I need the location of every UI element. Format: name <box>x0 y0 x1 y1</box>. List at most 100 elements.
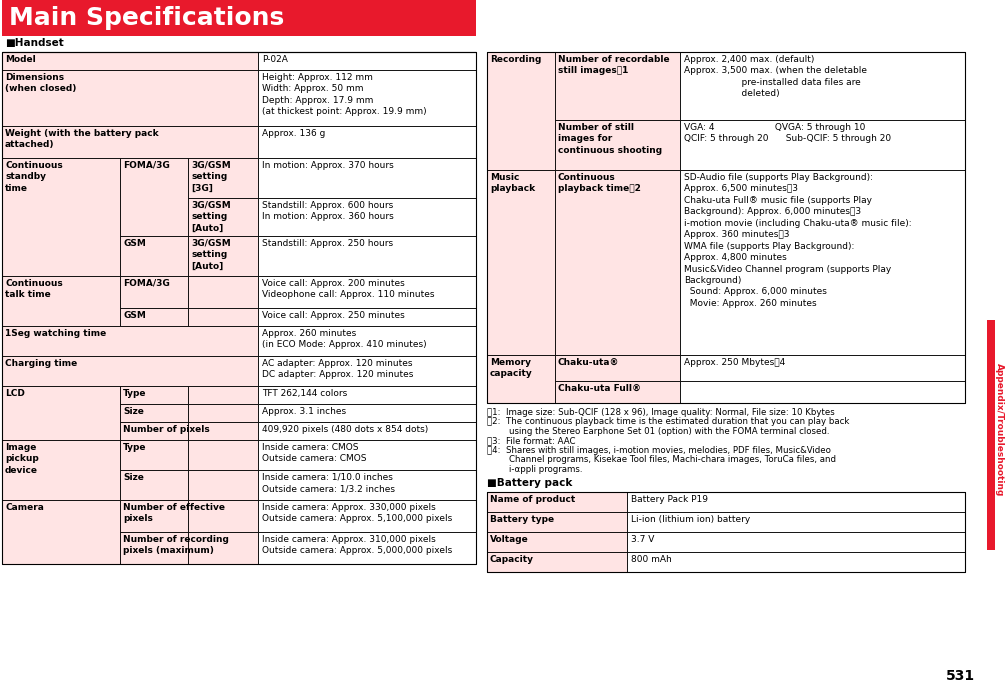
Bar <box>258 158 476 198</box>
Text: ⁳1:  Image size: Sub-QCIF (128 x 96), Image quality: Normal, File size: 10 Kbyte: ⁳1: Image size: Sub-QCIF (128 x 96), Ima… <box>487 408 835 417</box>
Bar <box>258 70 476 126</box>
Text: 800 mAh: 800 mAh <box>631 554 671 563</box>
Bar <box>188 500 258 532</box>
Text: i-αppli programs.: i-αppli programs. <box>487 465 583 474</box>
Bar <box>258 404 476 422</box>
Bar <box>627 512 965 531</box>
Bar <box>258 326 476 356</box>
Text: Number of recording
pixels (maximum): Number of recording pixels (maximum) <box>123 535 229 556</box>
Text: Image
pickup
device: Image pickup device <box>5 443 39 475</box>
Text: Size: Size <box>123 473 144 482</box>
Text: Dimensions
(when closed): Dimensions (when closed) <box>5 73 76 94</box>
Bar <box>188 308 258 326</box>
Text: Size: Size <box>123 407 144 416</box>
Bar <box>258 386 476 404</box>
Text: Number of still
images for
continuous shooting: Number of still images for continuous sh… <box>558 123 662 155</box>
Text: LCD: LCD <box>5 389 25 398</box>
Text: Capacity: Capacity <box>490 554 534 563</box>
Bar <box>188 158 258 198</box>
Text: Memory
capacity: Memory capacity <box>490 358 533 378</box>
Text: GSM: GSM <box>123 311 146 320</box>
Bar <box>487 52 965 403</box>
Text: 3.7 V: 3.7 V <box>631 535 654 544</box>
Bar <box>555 381 680 403</box>
Bar <box>2 0 476 36</box>
Text: using the Stereo Earphone Set 01 (option) with the FOMA terminal closed.: using the Stereo Earphone Set 01 (option… <box>487 427 829 436</box>
Bar <box>188 236 258 276</box>
Text: GSM: GSM <box>123 239 146 248</box>
Text: Main Specifications: Main Specifications <box>9 6 284 30</box>
Bar <box>487 52 555 170</box>
Bar <box>258 126 476 158</box>
Text: Chaku-uta Full®: Chaku-uta Full® <box>558 384 641 393</box>
Text: SD-Audio file (supports Play Background):
Approx. 6,500 minutes⁳3
Chaku-uta Full: SD-Audio file (supports Play Background)… <box>684 173 912 308</box>
Bar <box>120 440 188 470</box>
Text: Appendix/Troubleshooting: Appendix/Troubleshooting <box>995 364 1004 497</box>
Bar <box>120 386 188 404</box>
Bar <box>627 531 965 551</box>
Bar <box>680 355 965 381</box>
Bar <box>680 170 965 355</box>
Bar <box>120 500 188 532</box>
Bar <box>188 404 258 422</box>
Bar <box>680 52 965 120</box>
Bar <box>2 126 258 158</box>
Bar <box>487 512 627 531</box>
Text: Inside camera: 1/10.0 inches
Outside camera: 1/3.2 inches: Inside camera: 1/10.0 inches Outside cam… <box>262 473 395 493</box>
Bar <box>2 158 120 276</box>
Text: Number of pixels: Number of pixels <box>123 425 210 434</box>
Bar <box>555 120 680 170</box>
Text: Voice call: Approx. 200 minutes
Videophone call: Approx. 110 minutes: Voice call: Approx. 200 minutes Videopho… <box>262 279 434 299</box>
Bar <box>2 52 476 564</box>
Text: Type: Type <box>123 389 147 398</box>
Bar <box>258 532 476 564</box>
Text: ■Handset: ■Handset <box>5 38 63 48</box>
Bar <box>680 120 965 170</box>
Text: 3G/GSM
setting
[Auto]: 3G/GSM setting [Auto] <box>191 201 231 233</box>
Text: Standstill: Approx. 250 hours: Standstill: Approx. 250 hours <box>262 239 393 248</box>
Bar <box>188 198 258 236</box>
Text: Weight (with the battery pack
attached): Weight (with the battery pack attached) <box>5 129 159 149</box>
Bar <box>487 491 965 572</box>
Text: 3G/GSM
setting
[Auto]: 3G/GSM setting [Auto] <box>191 239 231 271</box>
Text: Number of recordable
still images⁳1: Number of recordable still images⁳1 <box>558 55 669 75</box>
Bar <box>2 52 258 70</box>
Text: Chaku-uta®: Chaku-uta® <box>558 358 619 367</box>
Text: Approx. 260 minutes
(in ECO Mode: Approx. 410 minutes): Approx. 260 minutes (in ECO Mode: Approx… <box>262 329 427 350</box>
Bar <box>627 491 965 512</box>
Bar <box>188 532 258 564</box>
Text: P-02A: P-02A <box>262 55 287 64</box>
Text: Approx. 136 g: Approx. 136 g <box>262 129 326 138</box>
Bar <box>120 308 188 326</box>
Bar <box>258 276 476 308</box>
Bar <box>258 308 476 326</box>
Text: Height: Approx. 112 mm
Width: Approx. 50 mm
Depth: Approx. 17.9 mm
(at thickest : Height: Approx. 112 mm Width: Approx. 50… <box>262 73 427 117</box>
Bar <box>258 356 476 386</box>
Text: VGA: 4                     QVGA: 5 through 10
QCIF: 5 through 20      Sub-QCIF: : VGA: 4 QVGA: 5 through 10 QCIF: 5 throug… <box>684 123 891 144</box>
Text: Recording: Recording <box>490 55 542 64</box>
Text: ⁳3:  File format: AAC: ⁳3: File format: AAC <box>487 436 576 445</box>
Text: Camera: Camera <box>5 503 44 512</box>
Text: ⁳4:  Shares with still images, i-motion movies, melodies, PDF files, Music&Video: ⁳4: Shares with still images, i-motion m… <box>487 446 831 455</box>
Text: Battery Pack P19: Battery Pack P19 <box>631 494 708 503</box>
Bar <box>487 531 627 551</box>
Text: Continuous
playback time⁳2: Continuous playback time⁳2 <box>558 173 641 193</box>
Text: Voice call: Approx. 250 minutes: Voice call: Approx. 250 minutes <box>262 311 405 320</box>
Text: Charging time: Charging time <box>5 359 77 368</box>
Text: Approx. 2,400 max. (default)
Approx. 3,500 max. (when the deletable
            : Approx. 2,400 max. (default) Approx. 3,5… <box>684 55 867 98</box>
Text: TFT 262,144 colors: TFT 262,144 colors <box>262 389 348 398</box>
Bar <box>188 470 258 500</box>
Text: In motion: Approx. 370 hours: In motion: Approx. 370 hours <box>262 161 394 170</box>
Bar <box>487 491 627 512</box>
Bar <box>627 551 965 572</box>
Bar <box>258 198 476 236</box>
Text: 409,920 pixels (480 dots x 854 dots): 409,920 pixels (480 dots x 854 dots) <box>262 425 428 434</box>
Bar <box>258 236 476 276</box>
Text: ⁳2:  The continuous playback time is the estimated duration that you can play ba: ⁳2: The continuous playback time is the … <box>487 417 849 426</box>
Bar <box>120 158 188 236</box>
Text: Standstill: Approx. 600 hours
In motion: Approx. 360 hours: Standstill: Approx. 600 hours In motion:… <box>262 201 394 221</box>
Text: Voltage: Voltage <box>490 535 529 544</box>
Bar <box>120 236 188 276</box>
Bar <box>258 470 476 500</box>
Bar <box>188 276 258 308</box>
